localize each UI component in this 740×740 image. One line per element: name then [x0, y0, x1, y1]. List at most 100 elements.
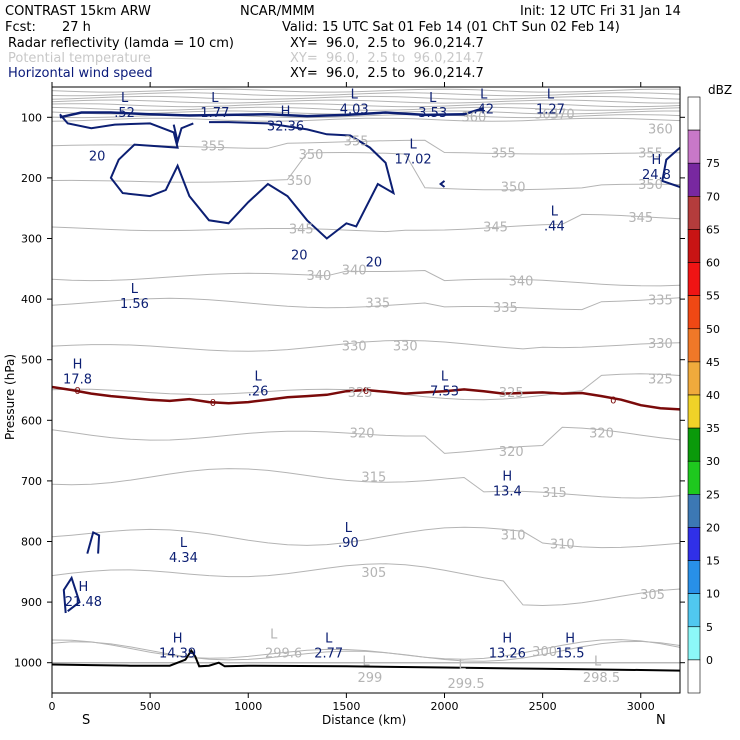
colorbar-segment — [687, 626, 701, 661]
theta-extremum-marker: L — [270, 627, 278, 642]
theta-line-315 — [51, 468, 681, 499]
theta-contour-label: 335 — [493, 301, 518, 316]
theta-contour-label: 305 — [640, 588, 665, 603]
freezing-level — [51, 385, 681, 411]
wind-extremum-marker: L — [254, 370, 262, 385]
theta-contour-label: 345 — [289, 222, 314, 237]
y-axis-label: Pressure (hPa) — [3, 354, 17, 440]
colorbar-label: 5 — [706, 621, 713, 634]
theta-contour-label: 350 — [299, 148, 324, 163]
wind-extremum-value: 14.39 — [159, 647, 196, 662]
theta-contour-label: 360 — [462, 110, 487, 125]
theta-contour-label: 350 — [638, 178, 663, 193]
wind-extremum-marker: L — [547, 87, 555, 102]
x-axis-label: Distance (km) — [322, 713, 406, 727]
colorbar-segment — [687, 229, 701, 263]
north-end-label: N — [656, 713, 666, 728]
theta-contour-label: 365 — [534, 107, 559, 122]
x-tick-label: 0 — [49, 700, 56, 713]
wind-extremum-marker: H — [565, 632, 575, 647]
wind-extremum-marker: H — [79, 580, 89, 595]
field-xy-reflectivity: XY= 96.0, 2.5 to 96.0,214.7 — [290, 36, 484, 51]
wind-extremum-value: .44 — [544, 219, 565, 234]
theta-contour-label: 355 — [201, 139, 226, 154]
freezing-label: 0 — [610, 396, 616, 407]
colorbar-label: 55 — [706, 290, 720, 303]
wind-extremum-marker: L — [429, 91, 437, 106]
theta-line-345 — [51, 213, 681, 233]
y-tick-label: 500 — [21, 354, 42, 367]
wind-extremum-marker: L — [480, 87, 488, 102]
wind-extremum-marker: L — [551, 204, 559, 219]
south-end-label: S — [82, 713, 90, 728]
x-tick-label: 1500 — [332, 700, 360, 713]
colorbar-segment — [687, 96, 701, 131]
colorbar-segment — [687, 527, 701, 561]
theta-contour-label: 325 — [499, 386, 524, 401]
terrain-line — [51, 648, 681, 672]
wind-extremum-marker: H — [281, 104, 291, 119]
theta-contour-label: 340 — [306, 269, 331, 284]
wind-extremum-value: 13.26 — [489, 647, 526, 662]
y-tick-label: 100 — [21, 111, 42, 124]
plot-frame — [51, 86, 681, 694]
wind-contour-segment — [172, 122, 194, 146]
fcst-label: Fcst: — [5, 20, 36, 35]
x-tick-label: 1000 — [234, 700, 262, 713]
fcst-value: 27 h — [62, 20, 91, 35]
theta-contour-label: 350 — [501, 181, 526, 196]
wind-extremum-value: 17.8 — [63, 373, 92, 388]
theta-contour-label: 300 — [532, 645, 557, 660]
wind-extremum-value: 7.53 — [430, 385, 459, 400]
wind-extremum-value: 21.48 — [65, 595, 102, 610]
wind-extremum-value: 1.56 — [120, 297, 149, 312]
colorbar-label: 65 — [706, 223, 720, 236]
org-label: NCAR/MMM — [240, 4, 315, 19]
theta-contour-label: 325 — [648, 373, 673, 388]
theta-contour-label: 320 — [350, 427, 375, 442]
colorbar-segment — [687, 560, 701, 594]
y-tick-label: 700 — [21, 475, 42, 488]
theta-contour-label: 340 — [342, 264, 367, 279]
wind-extremum-value: 24.8 — [642, 168, 671, 183]
theta-contour-label: 360 — [648, 122, 673, 137]
dbz-colorbar: 0 5 10 15 20 25 30 35 40 45 50 55 60 65 70 75 — [687, 96, 720, 694]
theta-contour-label: 320 — [499, 445, 524, 460]
x-tick-label: 500 — [140, 700, 161, 713]
theta-line-335 — [51, 297, 681, 311]
colorbar-label: 15 — [706, 555, 720, 568]
wind-extremum-marker: L — [131, 282, 139, 297]
wind-contour-label: 20 — [366, 256, 383, 271]
x-tick-label: 3000 — [627, 700, 655, 713]
upper-theta-line — [51, 95, 681, 100]
theta-contour-label: 320 — [589, 427, 614, 442]
wind-contour-segment — [438, 180, 446, 188]
theta-line-305 — [51, 563, 681, 607]
colorbar-segment — [687, 162, 701, 197]
theta-contour-label: 299 — [358, 671, 383, 686]
y-tick-label: 1000 — [14, 657, 42, 670]
theta-contour-label: 355 — [344, 135, 369, 150]
theta-extremum-marker: L — [594, 655, 602, 670]
theta-contour-label: 330 — [393, 339, 418, 354]
colorbar-segment — [687, 262, 701, 296]
field-name-reflectivity: Radar reflectivity (lamda = 10 cm) — [8, 36, 234, 51]
wind-contour-segment — [661, 146, 681, 188]
theta-contour-label: 370 — [550, 107, 575, 122]
colorbar-segment — [687, 494, 701, 528]
wind-extremum-marker: L — [180, 536, 188, 551]
colorbar-segment — [687, 460, 701, 495]
colorbar-segment — [687, 129, 701, 164]
theta-contour-label: 335 — [648, 293, 673, 308]
y-tick-label: 400 — [21, 293, 42, 306]
wind-extremum-marker: H — [173, 632, 183, 647]
wind-extremum-marker: L — [211, 91, 219, 106]
theta-line-330 — [51, 339, 681, 352]
theta-line-310 — [51, 526, 681, 549]
colorbar-segment — [687, 361, 701, 396]
model-title: CONTRAST 15km ARW — [5, 4, 151, 19]
wind-extremum-marker: L — [441, 370, 449, 385]
wind-extremum-value: 32.36 — [267, 119, 304, 134]
